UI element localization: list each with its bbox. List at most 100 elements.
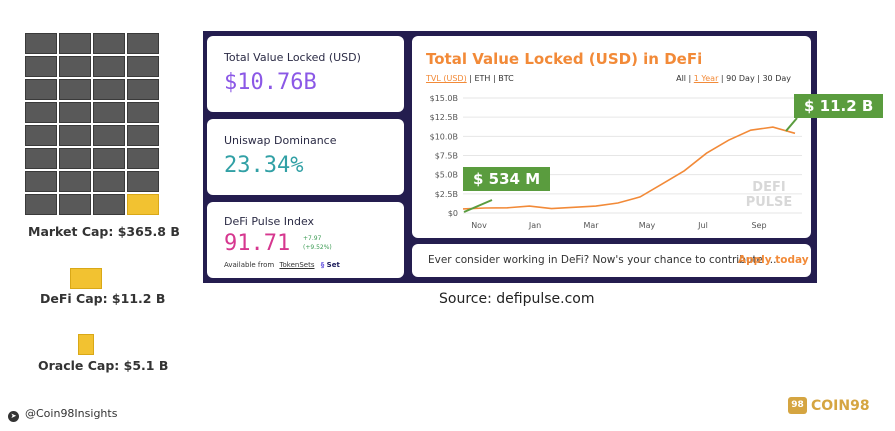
market-cap-block xyxy=(59,33,91,54)
block-row xyxy=(25,194,161,215)
defi-pulse-index-card: DeFi Pulse Index 91.71 +7.97 (+9.52%) Av… xyxy=(207,202,404,278)
market-cap-block xyxy=(25,194,57,215)
tvl-card-label: Total Value Locked (USD) xyxy=(224,51,361,64)
market-cap-block xyxy=(127,102,159,123)
watermark-defi: DEFI xyxy=(752,180,785,195)
tvl-series-line xyxy=(462,126,796,210)
available-from-row: Available from TokenSets § Set xyxy=(224,261,340,269)
market-cap-block xyxy=(93,56,125,77)
market-cap-block xyxy=(127,33,159,54)
market-cap-block xyxy=(127,148,159,169)
block-row xyxy=(25,148,161,169)
index-card-label: DeFi Pulse Index xyxy=(224,215,315,228)
market-cap-block xyxy=(25,171,57,192)
uniswap-dominance-card: Uniswap Dominance 23.34% xyxy=(207,119,404,195)
oracle-cap-label: Oracle Cap: $5.1 B xyxy=(38,358,169,373)
market-cap-block xyxy=(127,79,159,100)
tokensets-link[interactable]: TokenSets xyxy=(279,261,315,269)
tab-eth[interactable]: ETH xyxy=(474,74,491,83)
market-cap-block-grid xyxy=(25,33,161,217)
market-cap-block xyxy=(93,79,125,100)
coin98-brand: 98 COIN98 xyxy=(788,397,870,414)
y-tick-label: $5.0B xyxy=(435,171,458,180)
y-tick-label: $15.0B xyxy=(430,94,458,103)
market-cap-block xyxy=(25,56,57,77)
market-cap-block xyxy=(93,148,125,169)
tab-1-year[interactable]: 1 Year xyxy=(693,74,719,83)
uniswap-card-value: 23.34% xyxy=(224,153,304,178)
tvl-card-value: $10.76B xyxy=(224,70,317,95)
block-row xyxy=(25,102,161,123)
x-tick-label: Mar xyxy=(583,221,599,230)
available-from-label: Available from xyxy=(224,261,275,269)
x-tick-label: Nov xyxy=(471,221,487,230)
y-tick-label: $10.0B xyxy=(430,132,458,141)
tab-30-day[interactable]: 30 Day xyxy=(762,74,791,83)
defi-share-block xyxy=(127,194,159,215)
index-change: +7.97 (+9.52%) xyxy=(303,234,332,252)
low-callout-arrow xyxy=(463,199,493,213)
market-cap-block xyxy=(93,33,125,54)
set-logo: § Set xyxy=(320,261,340,269)
set-logo-icon: § xyxy=(320,261,325,269)
market-cap-block xyxy=(25,125,57,146)
tvl-line-chart: $0 $2.5B $5.0B $7.5B $10.0B $12.5B $15.0B Nov Ja… xyxy=(430,94,802,230)
tab-all[interactable]: All xyxy=(676,74,687,83)
block-row xyxy=(25,125,161,146)
coin98-brand-name: COIN98 xyxy=(811,397,870,414)
tvl-chart-card: Total Value Locked (USD) in DeFi TVL (US… xyxy=(412,36,811,238)
range-tabs: All | 1 Year | 90 Day | 30 Day xyxy=(676,74,791,83)
market-cap-block xyxy=(93,125,125,146)
tab-tvl-usd[interactable]: TVL (USD) xyxy=(426,74,467,83)
market-cap-label: Market Cap: $365.8 B xyxy=(28,224,180,239)
market-cap-block xyxy=(25,33,57,54)
tab-btc[interactable]: BTC xyxy=(498,74,514,83)
block-row xyxy=(25,171,161,192)
index-card-value: 91.71 xyxy=(224,231,291,256)
currency-tabs: TVL (USD) | ETH | BTC xyxy=(426,74,514,83)
market-cap-block xyxy=(59,102,91,123)
block-row xyxy=(25,33,161,54)
tvl-card: Total Value Locked (USD) $10.76B xyxy=(207,36,404,112)
apply-today-link[interactable]: Apply today xyxy=(738,254,809,266)
market-cap-block xyxy=(127,125,159,146)
defi-cap-label: DeFi Cap: $11.2 B xyxy=(40,291,166,306)
market-cap-block xyxy=(25,148,57,169)
defi-cap-block xyxy=(70,268,102,289)
market-cap-block xyxy=(59,56,91,77)
market-cap-block xyxy=(93,171,125,192)
high-callout-arrow xyxy=(785,117,798,132)
y-tick-label: $12.5B xyxy=(430,113,458,122)
market-cap-block xyxy=(93,102,125,123)
index-change-abs: +7.97 xyxy=(303,235,322,242)
uniswap-card-label: Uniswap Dominance xyxy=(224,134,337,147)
tab-90-day[interactable]: 90 Day xyxy=(726,74,755,83)
source-caption: Source: defipulse.com xyxy=(439,291,595,307)
market-cap-block xyxy=(59,171,91,192)
market-cap-block xyxy=(59,148,91,169)
x-tick-label: May xyxy=(639,221,656,230)
block-row xyxy=(25,56,161,77)
social-handle: ➤ @Coin98Insights xyxy=(8,407,117,422)
market-cap-block xyxy=(59,194,91,215)
x-tick-label: Sep xyxy=(751,221,766,230)
index-change-pct: (+9.52%) xyxy=(303,244,332,251)
y-tick-label: $2.5B xyxy=(435,190,458,199)
block-row xyxy=(25,79,161,100)
market-cap-block xyxy=(25,79,57,100)
coin98-logo-icon: 98 xyxy=(788,397,807,414)
market-cap-block xyxy=(59,79,91,100)
y-tick-label: $7.5B xyxy=(435,152,458,161)
oracle-cap-block xyxy=(78,334,94,355)
handle-text: @Coin98Insights xyxy=(25,407,118,420)
market-cap-block xyxy=(25,102,57,123)
defi-pulse-dashboard: Total Value Locked (USD) $10.76B Uniswap… xyxy=(203,31,817,283)
careers-banner: Ever consider working in DeFi? Now's you… xyxy=(412,244,811,277)
watermark-pulse: PULSE xyxy=(746,195,793,210)
low-tvl-callout: $ 534 M xyxy=(463,167,551,191)
telegram-icon: ➤ xyxy=(8,411,19,422)
chart-title: Total Value Locked (USD) in DeFi xyxy=(426,50,703,68)
market-cap-block xyxy=(59,125,91,146)
high-tvl-callout: $ 11.2 B xyxy=(794,94,884,118)
x-tick-label: Jul xyxy=(697,221,708,230)
